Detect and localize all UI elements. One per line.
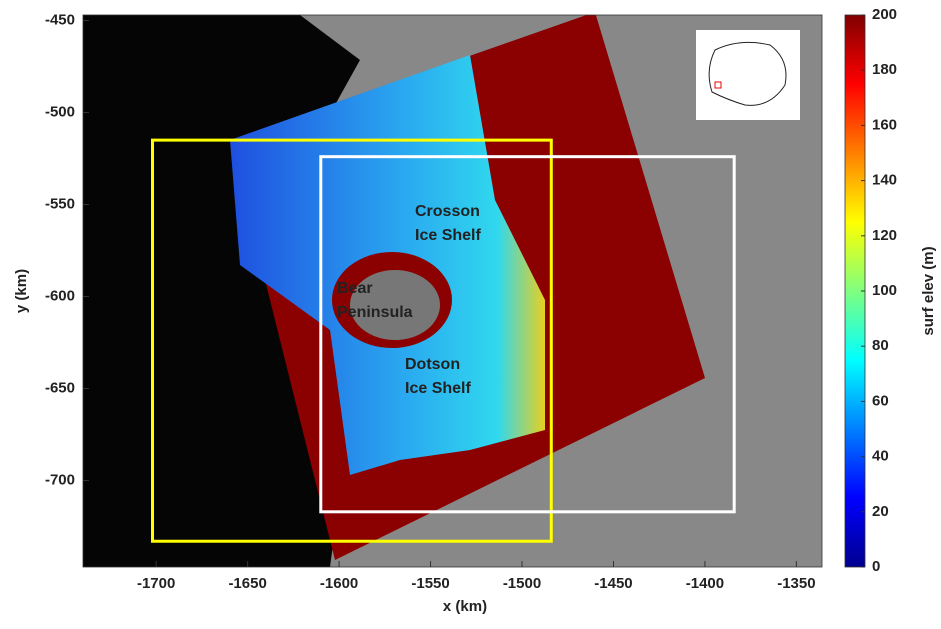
x-tick-label: -1500 [503,575,541,592]
annotation: Bear [337,280,373,297]
colorbar-tick-label: 0 [872,558,880,575]
colorbar-tick-label: 160 [872,116,897,133]
colorbar-tick-label: 80 [872,337,889,354]
x-axis-label: x (km) [443,598,487,615]
x-tick-label: -1400 [686,575,724,592]
annotation: Dotson [405,356,460,373]
y-tick-label: -550 [45,195,75,212]
x-tick-label: -1450 [594,575,632,592]
x-tick-label: -1550 [411,575,449,592]
colorbar-tick-label: 120 [872,227,897,244]
colorbar-tick-label: 60 [872,392,889,409]
colorbar-tick-label: 180 [872,61,897,78]
x-tick-label: -1600 [320,575,358,592]
image [83,12,822,567]
annotation: Ice Shelf [405,380,471,397]
inset-continent [709,42,786,105]
y-tick-label: -600 [45,287,75,304]
annotation: Peninsula [337,304,413,321]
y-axis-label: y (km) [13,269,30,313]
y-tick-label: -700 [45,471,75,488]
page: {"chart_data": {"type": "image", "xlabel… [0,0,941,629]
chart: x (km) y (km) surf elev (m) Crosson Ice S… [0,0,941,624]
annotation: Crosson [415,203,480,220]
colorbar-tick-label: 20 [872,503,889,520]
y-tick-label: -650 [45,379,75,396]
colorbar-tick-label: 200 [872,6,897,23]
colorbar-tick-label: 140 [872,172,897,189]
annotation: Ice Shelf [415,227,481,244]
x-tick-label: -1350 [777,575,815,592]
colorbar-tick-label: 100 [872,282,897,299]
x-tick-label: -1650 [228,575,266,592]
colorbar-label: surf elev (m) [920,246,937,335]
y-tick-label: -450 [45,11,75,28]
colorbar-tick-label: 40 [872,448,889,465]
y-tick-label: -500 [45,103,75,120]
x-tick-label: -1700 [137,575,175,592]
